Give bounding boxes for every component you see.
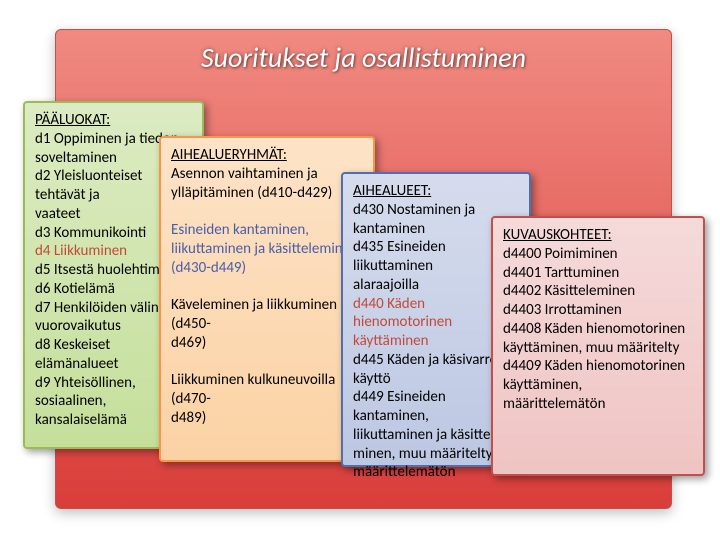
aihealueryhmat-line <box>171 202 363 221</box>
aihealueryhmat-line: liikuttaminen ja käsitteleminen <box>171 240 363 259</box>
aihealueryhmat-line: d469) <box>171 334 363 353</box>
kuvauskohteet-line: d4401 Tarttuminen <box>503 264 693 283</box>
slide: Suoritukset ja osallistuminen PÄÄLUOKAT:… <box>0 0 720 540</box>
aihealueryhmat-heading: AIHEALUERYHMÄT: <box>171 146 363 165</box>
kuvauskohteet-line: d4409 Käden hienomotorinen <box>503 357 693 376</box>
kuvauskohteet-line: käyttäminen, <box>503 376 693 395</box>
aihealueryhmat-line: d489) <box>171 409 363 428</box>
slide-title: Suoritukset ja osallistuminen <box>56 40 671 75</box>
kuvauskohteet-heading: KUVAUSKOHTEET: <box>503 226 693 245</box>
aihealueryhmat-line <box>171 352 363 371</box>
paaluokat-heading: PÄÄLUOKAT: <box>35 111 192 130</box>
aihealueryhmat-line: Liikkuminen kulkuneuvoilla (d470- <box>171 371 363 409</box>
aihealueryhmat-line: (d430-d449) <box>171 259 363 278</box>
kuvauskohteet-line: d4400 Poimiminen <box>503 245 693 264</box>
aihealueryhmat-line: Käveleminen ja liikkuminen (d450- <box>171 296 363 334</box>
kuvauskohteet-line: määrittelemätön <box>503 395 693 414</box>
aihealueryhmat-line: ylläpitäminen (d410-d429) <box>171 184 363 203</box>
aihealueet-heading: AIHEALUEET: <box>353 182 519 201</box>
aihealueryhmat-line <box>171 277 363 296</box>
card-kuvauskohteet: KUVAUSKOHTEET:d4400 Poimiminend4401 Tart… <box>491 216 705 476</box>
kuvauskohteet-line: d4408 Käden hienomotorinen <box>503 320 693 339</box>
aihealueryhmat-line: Esineiden kantaminen, <box>171 221 363 240</box>
kuvauskohteet-line: käyttäminen, muu määritelty <box>503 339 693 358</box>
aihealueryhmat-line: Asennon vaihtaminen ja <box>171 165 363 184</box>
kuvauskohteet-line: d4402 Käsitteleminen <box>503 282 693 301</box>
kuvauskohteet-line: d4403 Irrottaminen <box>503 301 693 320</box>
